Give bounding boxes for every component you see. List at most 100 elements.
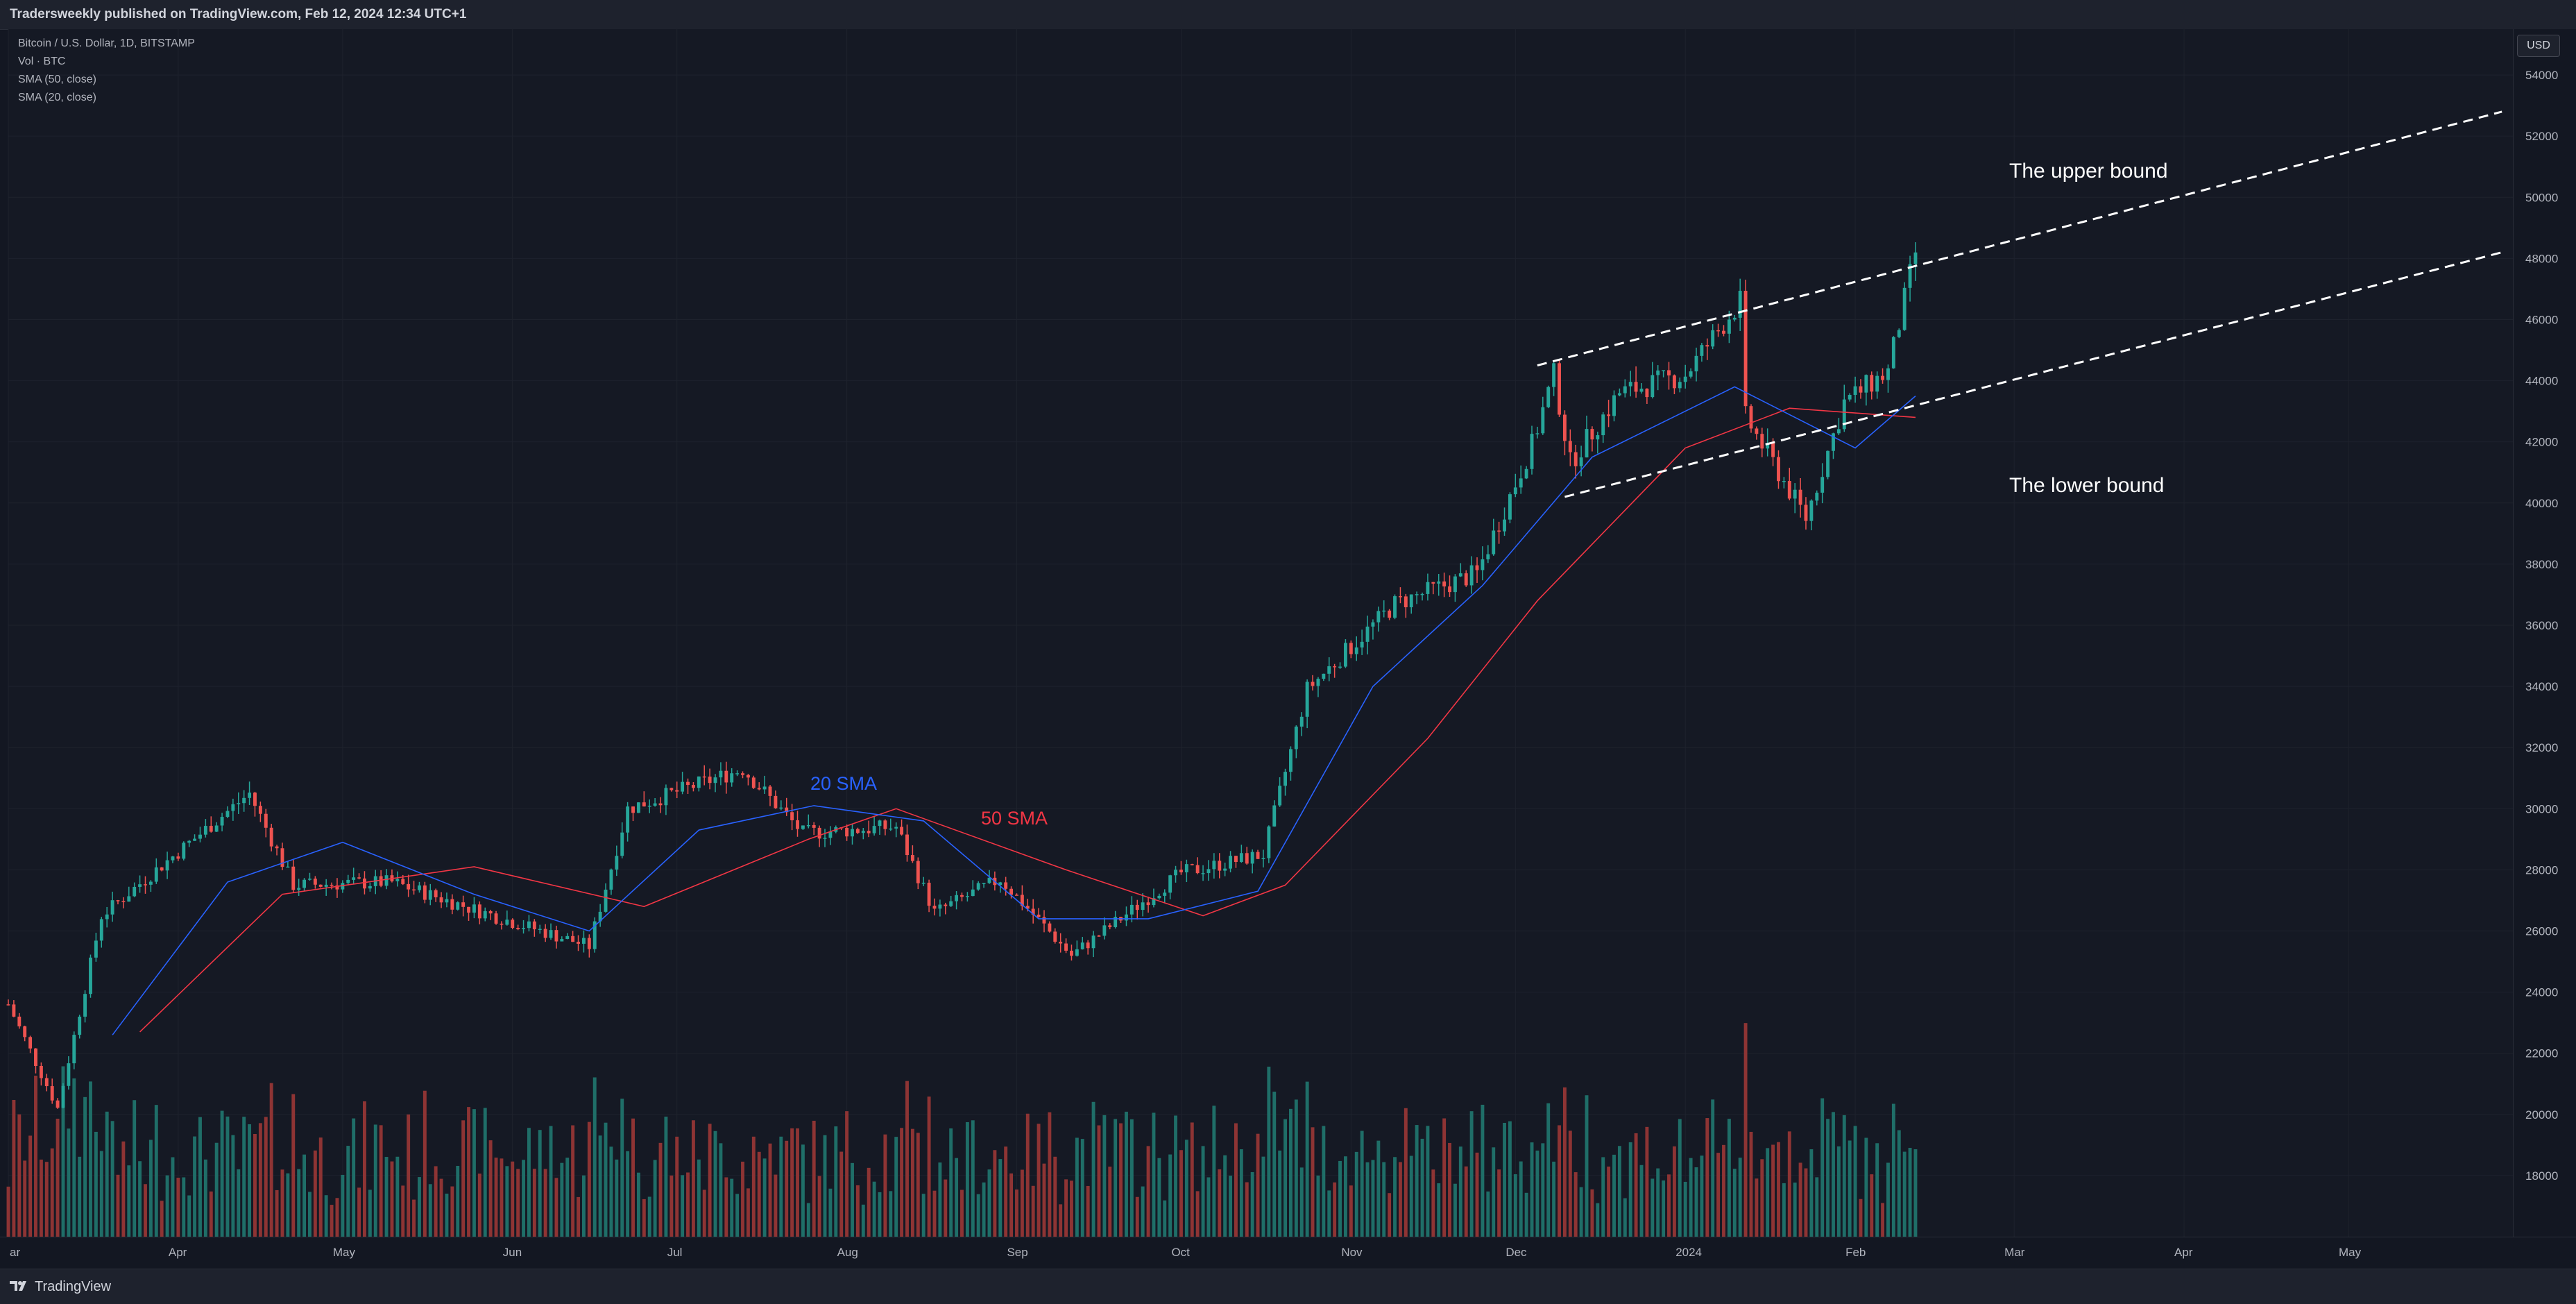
volume-bar <box>412 1199 416 1237</box>
volume-bar <box>1349 1185 1353 1237</box>
volume-bar <box>1804 1168 1808 1237</box>
legend-volume[interactable]: Vol · BTC <box>18 56 66 67</box>
volume-bar <box>1229 1176 1233 1237</box>
candle-body <box>165 860 169 871</box>
volume-bar <box>1650 1178 1655 1237</box>
candle-body <box>1048 923 1052 932</box>
currency-badge[interactable]: USD <box>2517 35 2560 57</box>
volume-bar <box>1278 1150 1282 1237</box>
volume-bar <box>1760 1159 1764 1237</box>
candle-body <box>713 777 717 784</box>
volume-bar <box>828 1188 833 1237</box>
candle-body <box>987 877 991 883</box>
volume-bar <box>1070 1180 1073 1237</box>
volume-bar <box>434 1166 438 1237</box>
volume-bar <box>1886 1162 1890 1237</box>
y-tick-label: 34000 <box>2525 680 2558 693</box>
volume-bar <box>1820 1098 1825 1237</box>
volume-bar <box>1700 1155 1704 1237</box>
volume-bar <box>225 1116 230 1237</box>
candle-body <box>1218 861 1222 871</box>
candle-body <box>730 773 734 783</box>
candle-body <box>44 1078 49 1087</box>
volume-bar <box>1048 1112 1052 1237</box>
volume-bar <box>154 1105 158 1237</box>
y-tick-label: 22000 <box>2525 1047 2558 1060</box>
candle-body <box>72 1035 76 1064</box>
candle-body <box>456 902 460 910</box>
candle-body <box>735 773 740 774</box>
volume-bar <box>867 1167 871 1237</box>
volume-bar <box>390 1161 394 1237</box>
candle-body <box>658 803 663 806</box>
volume-bar <box>993 1150 997 1237</box>
candle-body <box>1025 906 1030 909</box>
y-tick-label: 40000 <box>2525 497 2558 510</box>
candle-body <box>768 786 772 796</box>
volume-bar <box>1097 1125 1101 1237</box>
candle-body <box>1114 917 1118 927</box>
candle-body <box>1897 330 1901 337</box>
candle-body <box>653 803 657 806</box>
candle-body <box>1886 368 1890 380</box>
candle-body <box>253 793 257 806</box>
volume-bar <box>910 1128 914 1237</box>
candle-body <box>636 802 640 813</box>
volume-bar <box>1420 1138 1424 1237</box>
candle-body <box>395 879 400 881</box>
tradingview-brand[interactable]: TradingView <box>35 1279 112 1294</box>
time-axis[interactable] <box>0 1237 2576 1269</box>
candle-body <box>592 921 597 949</box>
volume-bar <box>187 1195 191 1237</box>
volume-bar <box>1645 1126 1649 1237</box>
volume-bar <box>1864 1137 1868 1237</box>
volume-bar <box>253 1133 257 1237</box>
volume-bar <box>138 1161 142 1237</box>
price-axis[interactable] <box>2513 29 2576 1237</box>
candle-body <box>313 879 317 885</box>
candle-body <box>1870 375 1874 392</box>
candle-body <box>357 877 361 879</box>
publish-info: Tradersweekly published on TradingView.c… <box>10 7 467 22</box>
candle-body <box>477 904 481 919</box>
volume-bar <box>1541 1143 1545 1237</box>
volume-bar <box>1552 1161 1556 1237</box>
legend-sma50[interactable]: SMA (50, close) <box>18 74 96 85</box>
volume-bar <box>949 1128 953 1237</box>
volume-bar <box>675 1136 679 1237</box>
candle-body <box>823 838 827 839</box>
volume-bar <box>1305 1081 1309 1237</box>
candle-body <box>1398 596 1402 598</box>
volume-bar <box>407 1114 411 1237</box>
candle-body <box>1004 882 1008 889</box>
volume-bar <box>1316 1175 1320 1237</box>
candle-body <box>28 1037 33 1049</box>
candle-body <box>1179 870 1183 872</box>
candle-body <box>1607 414 1611 416</box>
volume-bar <box>1080 1139 1084 1237</box>
sma20-label: 20 SMA <box>810 773 877 794</box>
chart-area[interactable] <box>8 29 2513 1237</box>
volume-bar <box>1174 1115 1178 1237</box>
candle-body <box>1530 434 1534 469</box>
lower-bound-label: The lower bound <box>2009 474 2164 497</box>
candle-body <box>1102 925 1107 936</box>
candle-body <box>1108 925 1112 927</box>
candle-body <box>905 834 909 856</box>
volume-bar <box>110 1121 114 1237</box>
candle-body <box>1700 345 1704 356</box>
candle-body <box>565 935 570 940</box>
volume-bar <box>883 1134 887 1237</box>
candle-body <box>982 883 986 884</box>
legend-sma20[interactable]: SMA (20, close) <box>18 92 96 103</box>
volume-bar <box>713 1131 717 1237</box>
candle-body <box>1404 596 1408 608</box>
volume-bar <box>955 1158 959 1237</box>
legend-symbol[interactable]: Bitcoin / U.S. Dollar, 1D, BITSTAMP <box>18 37 195 49</box>
candle-body <box>1157 895 1161 899</box>
candle-body <box>604 889 608 912</box>
volume-bar <box>286 1173 290 1237</box>
candle-body <box>1809 500 1814 521</box>
volume-bar <box>1558 1125 1561 1237</box>
